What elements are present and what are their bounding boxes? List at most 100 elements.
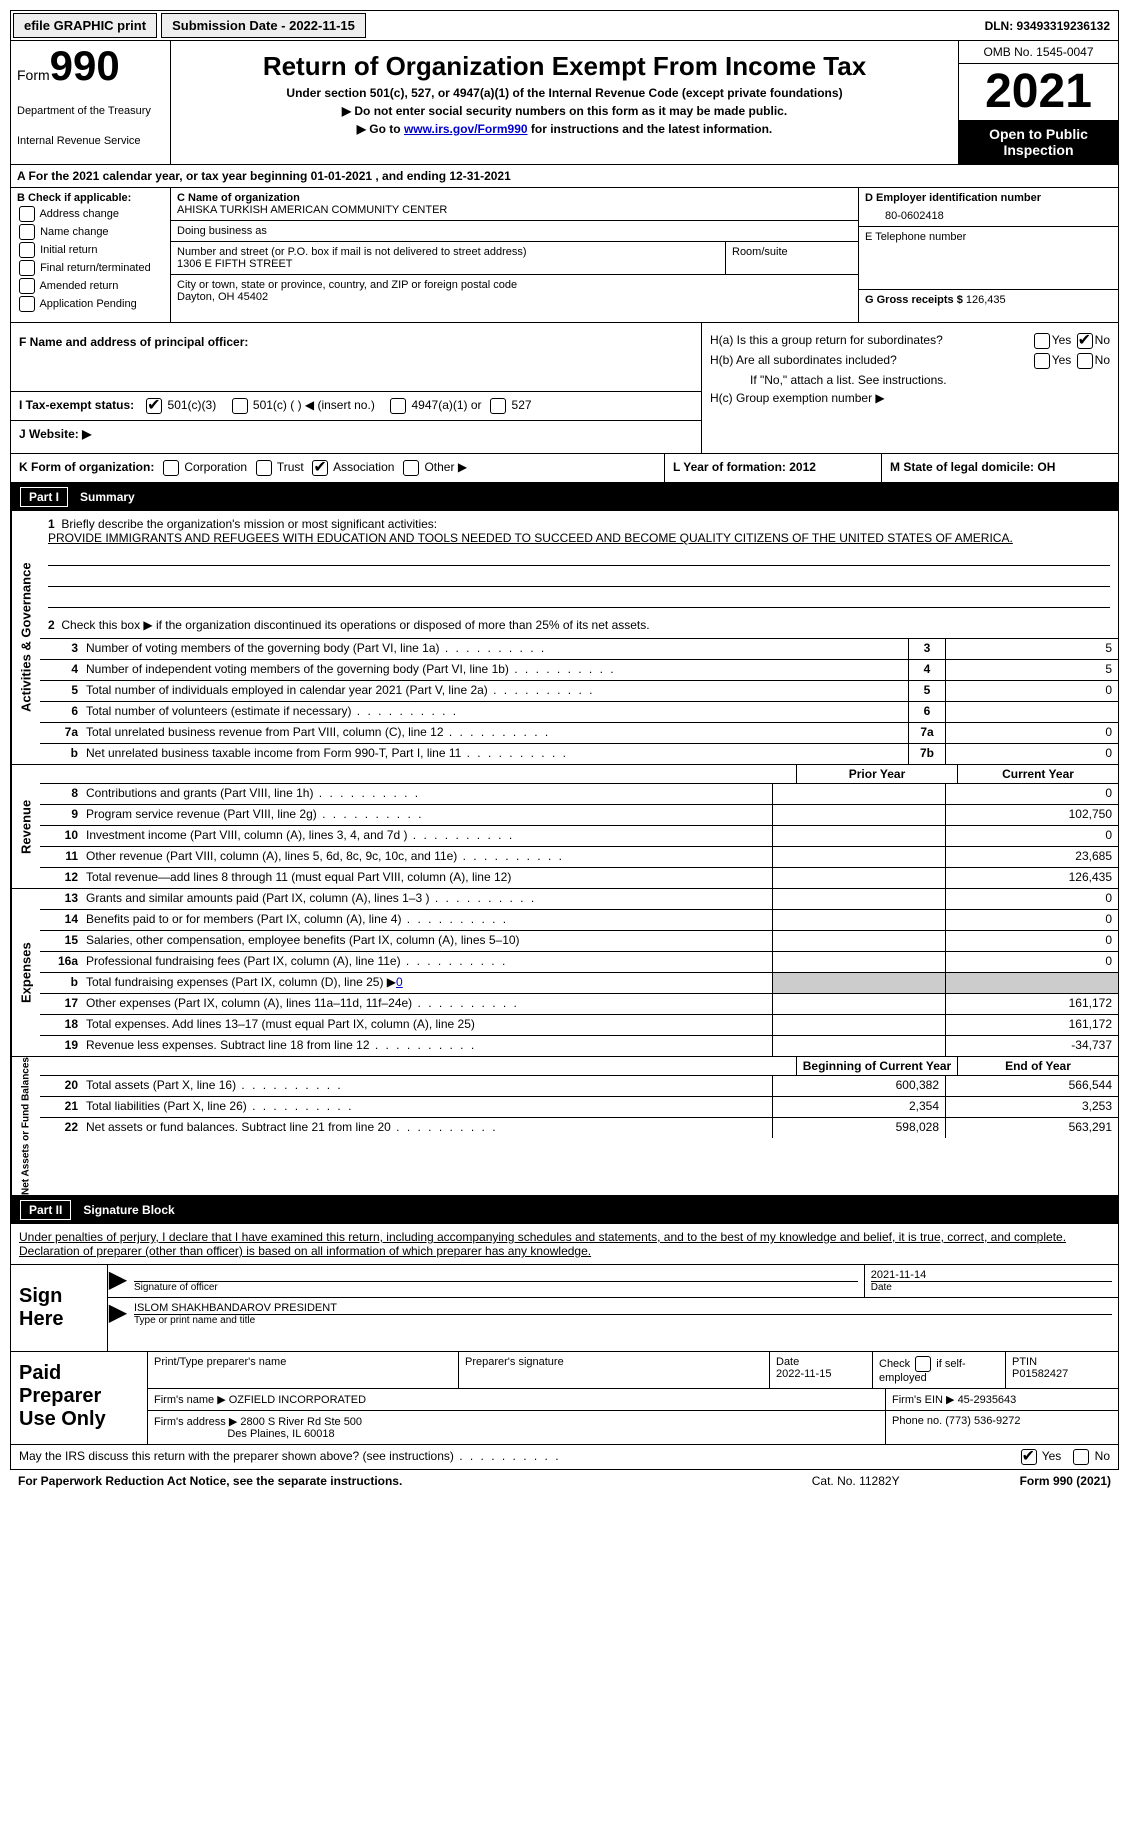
- mission-text: PROVIDE IMMIGRANTS AND REFUGEES WITH EDU…: [48, 531, 1110, 545]
- gov-num-6: 6: [40, 702, 82, 722]
- checkbox-name-change[interactable]: [19, 224, 35, 240]
- section-fgh: F Name and address of principal officer:…: [10, 323, 1119, 454]
- gov-val-5: 0: [945, 681, 1118, 701]
- name-label: C Name of organization: [177, 192, 852, 204]
- print-name-label: Print/Type preparer's name: [148, 1352, 459, 1388]
- hb-yes: Yes: [1052, 353, 1072, 367]
- exp-text-15: Salaries, other compensation, employee b…: [82, 931, 772, 951]
- exp-text-16b: Total fundraising expenses (Part IX, col…: [82, 973, 772, 993]
- checkbox-assoc[interactable]: [312, 460, 328, 476]
- top-bar: efile GRAPHIC print Submission Date - 20…: [10, 10, 1119, 41]
- firm-addr2: Des Plaines, IL 60018: [227, 1428, 334, 1440]
- ptin-label: PTIN: [1012, 1356, 1037, 1368]
- ha-no: No: [1095, 333, 1110, 347]
- gov-text-3: Number of voting members of the governin…: [82, 639, 908, 659]
- current-year-header: Current Year: [957, 765, 1118, 783]
- checkbox-amended[interactable]: [19, 278, 35, 294]
- exp-num-18: 18: [40, 1015, 82, 1035]
- checkbox-discuss-no[interactable]: [1073, 1449, 1089, 1465]
- checkbox-hb-yes[interactable]: [1034, 353, 1050, 369]
- irs-label: Internal Revenue Service: [17, 135, 164, 147]
- m-state-domicile: M State of legal domicile: OH: [890, 460, 1055, 474]
- phone-label: E Telephone number: [865, 231, 1112, 243]
- fgh-right: H(a) Is this a group return for subordin…: [701, 323, 1118, 453]
- sig-officer-label: Signature of officer: [134, 1281, 858, 1293]
- discuss-with-preparer-row: May the IRS discuss this return with the…: [10, 1445, 1119, 1470]
- exp-prior-19: [772, 1036, 945, 1056]
- rev-num-12: 12: [40, 868, 82, 888]
- checkbox-501c[interactable]: [232, 398, 248, 414]
- exp-prior-16a: [772, 952, 945, 972]
- receipts-label: G Gross receipts $: [865, 294, 963, 306]
- header-row: Form990 Department of the Treasury Inter…: [10, 41, 1119, 165]
- prep-date: 2022-11-15: [776, 1368, 831, 1380]
- firm-phone-label: Phone no.: [892, 1415, 942, 1427]
- rev-prior-11: [772, 847, 945, 867]
- exp-num-17: 17: [40, 994, 82, 1014]
- officer-name-label: Type or print name and title: [134, 1314, 1112, 1326]
- irs-gov-link[interactable]: www.irs.gov/Form990: [404, 122, 528, 136]
- gov-num-3: 3: [40, 639, 82, 659]
- opt-address-change: Address change: [39, 208, 119, 220]
- opt-final-return: Final return/terminated: [40, 262, 151, 274]
- checkbox-discuss-yes[interactable]: [1021, 1449, 1037, 1465]
- exp-num-16b: b: [40, 973, 82, 993]
- gov-box-4: 4: [908, 660, 945, 680]
- open-to-public-badge: Open to Public Inspection: [959, 120, 1118, 164]
- form-990-document: efile GRAPHIC print Submission Date - 20…: [0, 0, 1129, 1502]
- header-left: Form990 Department of the Treasury Inter…: [11, 41, 171, 164]
- prior-year-header: Prior Year: [796, 765, 957, 783]
- exp-text-17: Other expenses (Part IX, column (A), lin…: [82, 994, 772, 1014]
- checkbox-527[interactable]: [490, 398, 506, 414]
- gov-box-7a: 7a: [908, 723, 945, 743]
- goto-suffix: for instructions and the latest informat…: [528, 122, 773, 136]
- firm-ein: 45-2935643: [958, 1394, 1017, 1406]
- checkbox-self-employed[interactable]: [915, 1356, 931, 1372]
- opt-trust: Trust: [277, 460, 304, 474]
- checkbox-4947[interactable]: [390, 398, 406, 414]
- paid-preparer-label: Paid Preparer Use Only: [11, 1352, 148, 1444]
- f-principal-officer-label: F Name and address of principal officer:: [19, 335, 693, 385]
- sig-text: Under penalties of perjury, I declare th…: [19, 1230, 1066, 1258]
- checkbox-other[interactable]: [403, 460, 419, 476]
- opt-501c3: 501(c)(3): [168, 398, 217, 412]
- sign-arrow-icon: ▶: [108, 1265, 128, 1297]
- rev-curr-10: 0: [945, 826, 1118, 846]
- checkbox-initial-return[interactable]: [19, 242, 35, 258]
- col-d-ein-phone: D Employer identification number 80-0602…: [858, 188, 1118, 322]
- exp-prior-15: [772, 931, 945, 951]
- part-1-header: Part I Summary: [10, 483, 1119, 511]
- gov-box-5: 5: [908, 681, 945, 701]
- gov-val-3: 5: [945, 639, 1118, 659]
- org-name: AHISKA TURKISH AMERICAN COMMUNITY CENTER: [177, 204, 852, 216]
- checkbox-ha-yes[interactable]: [1034, 333, 1050, 349]
- net-begin-20: 600,382: [772, 1076, 945, 1096]
- rev-prior-8: [772, 784, 945, 804]
- submission-date-button[interactable]: Submission Date - 2022-11-15: [161, 13, 366, 38]
- efile-print-button[interactable]: efile GRAPHIC print: [13, 13, 157, 38]
- rev-num-9: 9: [40, 805, 82, 825]
- gov-val-4: 5: [945, 660, 1118, 680]
- begin-year-header: Beginning of Current Year: [796, 1057, 957, 1075]
- checkbox-address-change[interactable]: [19, 206, 35, 222]
- net-num-22: 22: [40, 1118, 82, 1138]
- checkbox-corp[interactable]: [163, 460, 179, 476]
- gov-text-4: Number of independent voting members of …: [82, 660, 908, 680]
- checkbox-hb-no[interactable]: [1077, 353, 1093, 369]
- exp-text-18: Total expenses. Add lines 13–17 (must eq…: [82, 1015, 772, 1035]
- rev-curr-12: 126,435: [945, 868, 1118, 888]
- net-text-22: Net assets or fund balances. Subtract li…: [82, 1118, 772, 1138]
- col-b-check-applicable: B Check if applicable: Address change Na…: [11, 188, 171, 322]
- checkbox-app-pending[interactable]: [19, 296, 35, 312]
- checkbox-final-return[interactable]: [19, 260, 35, 276]
- checkbox-trust[interactable]: [256, 460, 272, 476]
- part-1-number: Part I: [20, 487, 68, 507]
- hb-note: If "No," attach a list. See instructions…: [710, 373, 1110, 387]
- sign-here-block: Sign Here ▶ Signature of officer 2021-11…: [10, 1265, 1119, 1352]
- checkbox-501c3[interactable]: [146, 398, 162, 414]
- checkbox-ha-no[interactable]: [1077, 333, 1093, 349]
- exp-curr-15: 0: [945, 931, 1118, 951]
- firm-phone: (773) 536-9272: [945, 1415, 1020, 1427]
- exp-num-14: 14: [40, 910, 82, 930]
- city-label: City or town, state or province, country…: [177, 279, 852, 291]
